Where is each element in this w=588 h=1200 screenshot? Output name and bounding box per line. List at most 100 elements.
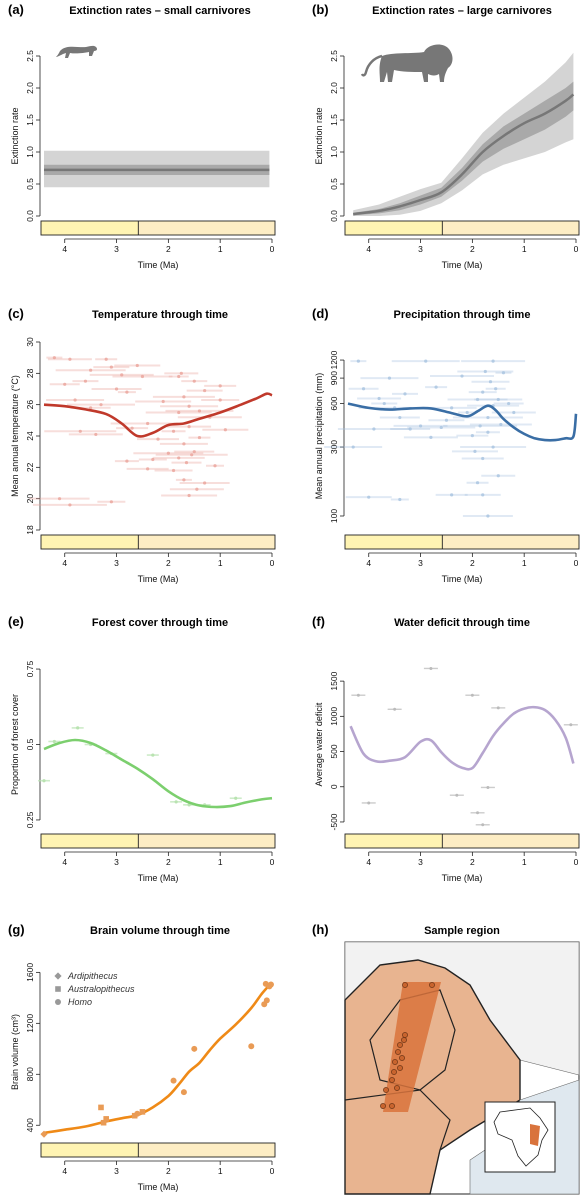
- water-deficit-trend-line: [349, 705, 575, 771]
- epoch-bar-frame-d: [344, 534, 580, 550]
- temperature-point: [109, 365, 113, 369]
- epoch-bar-pleistocene-c: [138, 535, 275, 549]
- panel-label-a: (a): [8, 2, 24, 17]
- water-point: [470, 693, 474, 697]
- temperature-point: [83, 379, 88, 383]
- brain-point-homo: [248, 1043, 255, 1050]
- legend-marker-homo: [55, 999, 61, 1005]
- brain-point-homo: [134, 1110, 141, 1117]
- x-axis-label-d: Time (Ma): [442, 574, 483, 584]
- temperature-point: [182, 395, 186, 399]
- x-tick-label-a: 3: [114, 244, 119, 254]
- x-tick-label-g: 0: [270, 1166, 275, 1176]
- epoch-bar-pliocene-f: [345, 834, 443, 848]
- forest-point: [52, 739, 56, 744]
- precipitation-point: [475, 481, 480, 485]
- x-tick-label-e: 1: [218, 857, 223, 867]
- brain-point-australopithecus: [98, 1104, 104, 1111]
- temperature-point: [166, 451, 170, 455]
- water-point: [481, 823, 485, 827]
- map-sample-point: [394, 1085, 400, 1091]
- water-point: [496, 706, 500, 710]
- y-tick-label-f: 1000: [329, 707, 339, 726]
- precipitation-point: [398, 415, 402, 420]
- temperature-point: [120, 373, 124, 377]
- x-tick-label-f: 3: [418, 857, 423, 867]
- precipitation-point: [408, 427, 412, 431]
- epoch-bar-pleistocene-a: [138, 221, 275, 235]
- temperature-point: [109, 500, 113, 504]
- temperature-point: [187, 425, 191, 429]
- temperature-point: [192, 379, 196, 383]
- y-tick-label-c: 28: [25, 368, 35, 378]
- temperature-point: [52, 356, 56, 360]
- forest-point: [174, 800, 178, 804]
- precipitation-point: [481, 493, 485, 497]
- precipitation-point: [486, 415, 490, 420]
- precipitation-point: [460, 374, 464, 378]
- map-sample-point: [389, 1077, 395, 1083]
- credible-band-outer: [353, 52, 574, 216]
- x-axis-label-g: Time (Ma): [138, 1182, 179, 1192]
- legend-marker-ardipithecus: [54, 972, 62, 980]
- y-tick-label-d: 600: [329, 396, 339, 410]
- brain-point-homo: [267, 981, 274, 988]
- temperature-point: [177, 456, 181, 460]
- y-tick-label-e: 0.75: [25, 661, 35, 678]
- precipitation-point: [478, 424, 482, 428]
- temperature-point: [182, 442, 186, 446]
- epoch-bar-pleistocene-d: [442, 535, 579, 549]
- forest-trend-line: [43, 738, 273, 809]
- x-tick-label-e: 4: [62, 857, 67, 867]
- x-tick-label-d: 4: [366, 558, 371, 568]
- epoch-bar-pliocene-d: [345, 535, 443, 549]
- epoch-bar-pleistocene-e: [138, 834, 275, 848]
- precipitation-point: [372, 427, 376, 431]
- map-sample-point: [399, 1055, 405, 1061]
- mean-rate-line: [353, 93, 575, 216]
- map-sample-point: [383, 1087, 389, 1093]
- temperature-point: [197, 409, 202, 413]
- forest-point: [151, 753, 155, 757]
- temperature-point: [179, 371, 183, 375]
- precipitation-point: [481, 456, 485, 461]
- y-tick-label-a: 2.0: [25, 82, 35, 94]
- precipitation-point: [507, 401, 511, 406]
- x-tick-label-f: 2: [470, 857, 475, 867]
- temperature-point: [114, 387, 119, 391]
- temperature-point: [203, 481, 207, 485]
- temperature-point: [190, 453, 194, 457]
- y-axis-label-c: Mean annual temperature (°C): [10, 375, 20, 497]
- x-tick-label-e: 0: [270, 857, 275, 867]
- y-tick-label-g: 400: [25, 1118, 35, 1132]
- precipitation-point: [418, 424, 423, 428]
- water-point: [356, 693, 360, 697]
- precipitation-point: [377, 396, 381, 401]
- y-axis-label-d: Mean annual precipitation (mm): [314, 373, 324, 500]
- small-carnivore-body: [56, 45, 98, 58]
- epoch-bar-pliocene-a: [41, 221, 139, 235]
- precipitation-point: [403, 392, 407, 396]
- y-tick-label-f: 0: [329, 784, 339, 789]
- temperature-point: [130, 426, 134, 430]
- temperature-point: [161, 399, 165, 404]
- map-sample-point: [401, 1037, 407, 1043]
- precipitation-point: [351, 445, 355, 449]
- brain-point-homo: [170, 1077, 177, 1084]
- x-tick-label-c: 1: [218, 558, 223, 568]
- x-tick-label-e: 2: [166, 857, 171, 867]
- epoch-bar-frame-g: [40, 1142, 276, 1158]
- y-tick-label-c: 22: [25, 462, 35, 472]
- precipitation-point: [424, 359, 428, 363]
- x-tick-label-b: 0: [574, 244, 579, 254]
- temperature-point: [146, 467, 150, 471]
- precipitation-point: [501, 371, 506, 375]
- epoch-bar-pliocene-b: [345, 221, 443, 235]
- panel-title-d: Precipitation through time: [394, 309, 531, 321]
- brain-point-australopithecus: [103, 1116, 109, 1122]
- precipitation-point: [488, 380, 493, 384]
- x-tick-label-g: 2: [166, 1166, 171, 1176]
- temperature-point: [182, 478, 186, 482]
- precipitation-point: [499, 422, 503, 427]
- x-tick-label-b: 4: [366, 244, 371, 254]
